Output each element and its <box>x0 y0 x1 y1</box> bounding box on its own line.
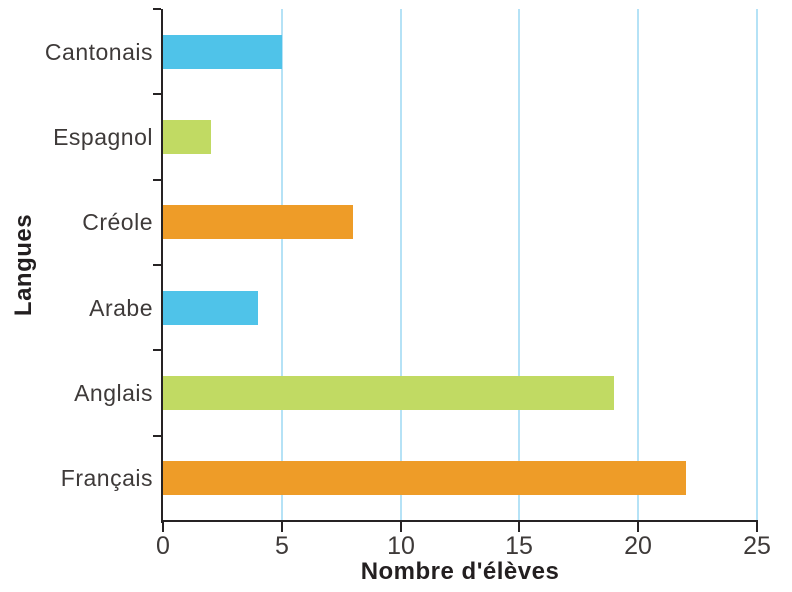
x-tick-label: 0 <box>156 532 170 560</box>
bar-espagnol <box>163 120 211 154</box>
x-axis-tick <box>637 522 639 532</box>
gridline <box>518 9 521 521</box>
category-label: Cantonais <box>44 39 153 65</box>
x-tick-label: 20 <box>624 532 652 560</box>
category-label: Créole <box>82 209 153 235</box>
bar-cantonais <box>163 35 282 69</box>
y-axis-tick <box>153 349 161 351</box>
x-axis-tick <box>518 522 520 532</box>
x-axis-tick <box>400 522 402 532</box>
x-axis-tick <box>756 522 758 532</box>
y-axis-tick <box>153 264 161 266</box>
category-label: Français <box>60 465 153 491</box>
category-label: Anglais <box>74 380 153 406</box>
category-label: Espagnol <box>53 124 153 150</box>
gridline <box>756 9 758 521</box>
x-axis-tick <box>281 522 283 532</box>
x-axis-tick <box>162 522 164 532</box>
y-axis-tick <box>153 435 161 437</box>
y-axis-line <box>161 9 163 523</box>
gridline <box>280 9 283 521</box>
x-axis-title: Nombre d'élèves <box>360 558 560 585</box>
bar-anglais <box>163 376 614 410</box>
y-axis-tick <box>153 93 161 95</box>
x-axis-line <box>161 520 758 522</box>
y-axis-tick <box>153 8 161 10</box>
x-tick-label: 25 <box>743 532 771 560</box>
category-label: Arabe <box>89 295 153 321</box>
x-tick-label: 10 <box>387 532 415 560</box>
x-tick-label: 5 <box>275 532 289 560</box>
bar-arabe <box>163 291 258 325</box>
bar-francais <box>163 461 686 495</box>
gridline <box>399 9 402 521</box>
y-axis-tick <box>153 179 161 181</box>
bar-creole <box>163 205 353 239</box>
x-tick-label: 15 <box>505 532 533 560</box>
gridline <box>637 9 640 521</box>
